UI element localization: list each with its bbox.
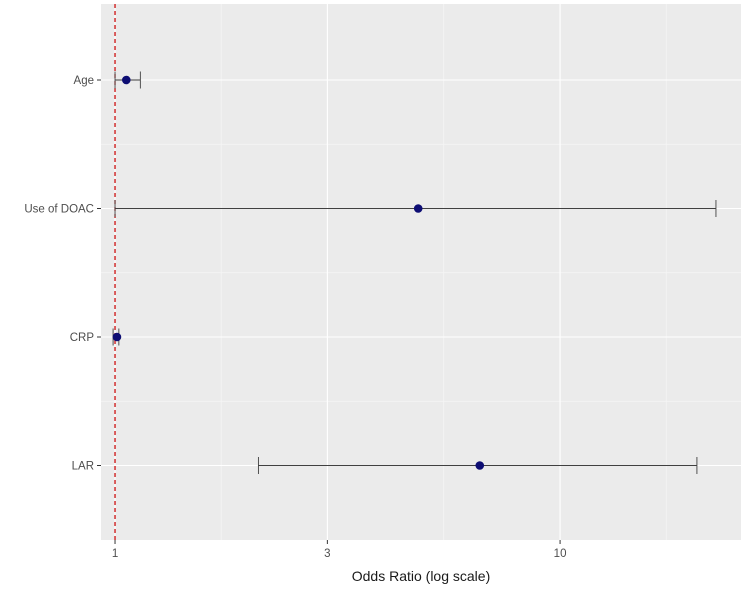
y-tick-label: Use of DOAC	[24, 204, 94, 216]
y-axis: Age Use of DOAC CRP LAR	[24, 75, 101, 473]
estimate-point	[413, 204, 423, 213]
estimate-point	[475, 461, 485, 470]
plot-panel	[101, 4, 741, 540]
y-tick-label: LAR	[72, 461, 94, 473]
estimate-point	[121, 75, 131, 85]
x-tick-label: 10	[554, 548, 567, 560]
y-tick-label: Age	[74, 75, 94, 87]
x-axis: 1 3 10	[112, 540, 567, 560]
minor-gridlines	[101, 4, 741, 540]
x-tick-label: 3	[324, 548, 330, 560]
x-axis-title: Odds Ratio (log scale)	[352, 568, 491, 584]
estimate-point	[112, 332, 122, 342]
x-tick-label: 1	[112, 548, 118, 560]
y-tick-label: CRP	[70, 332, 95, 344]
estimate-points	[112, 75, 485, 470]
